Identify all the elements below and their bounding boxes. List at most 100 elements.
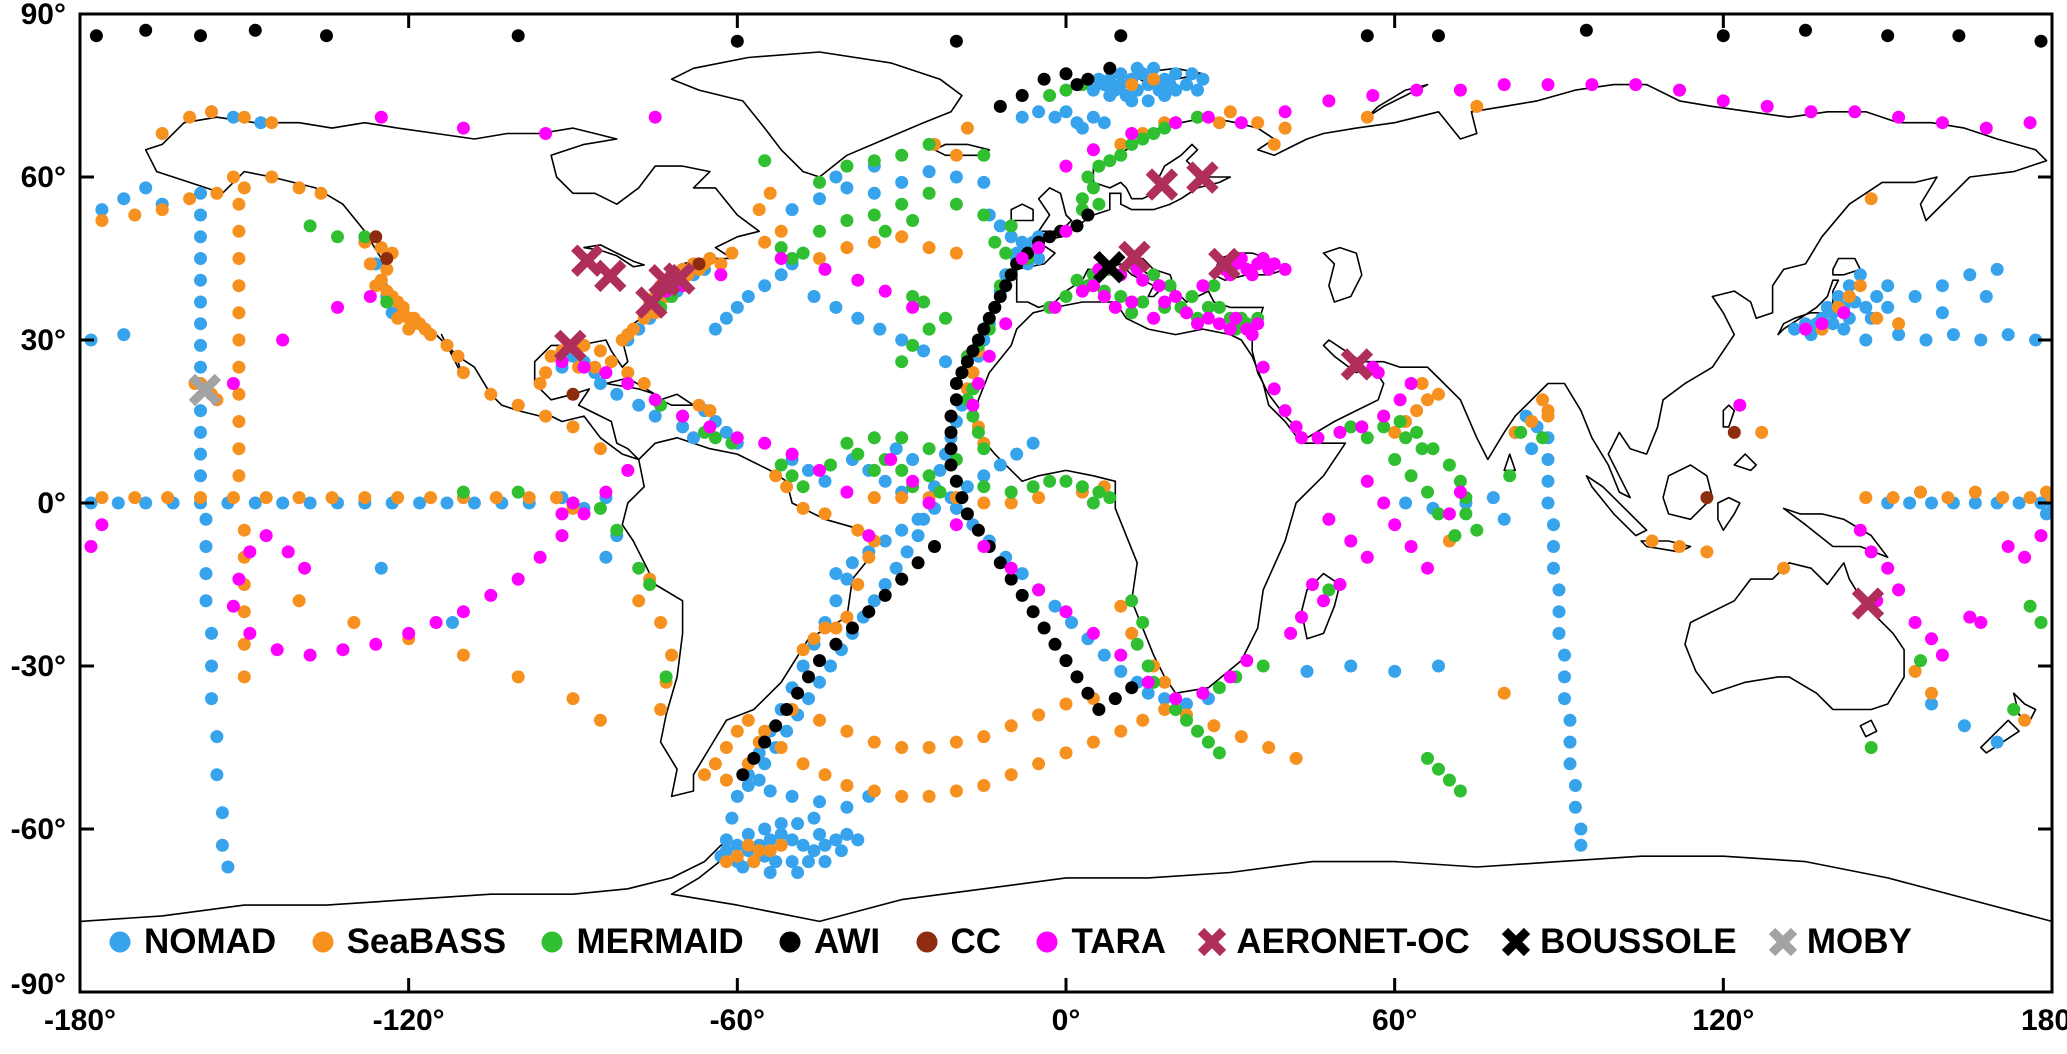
data-point [128,208,142,222]
data-point [906,453,920,466]
coastline [1722,404,1736,428]
data-point [906,214,920,227]
data-point [358,230,372,244]
data-point [1563,757,1577,771]
data-point [1208,247,1241,281]
data-point [796,480,810,494]
data-point [769,469,783,483]
data-point [719,855,733,869]
coastline [1980,719,2020,754]
data-point [763,186,777,200]
data-point [1935,279,1949,293]
data-point [999,317,1013,331]
data-point [1432,659,1445,673]
coastline [583,244,645,268]
data-point [1645,534,1659,548]
data-point [813,224,826,238]
data-point [1114,67,1128,81]
data-point [1103,491,1117,505]
data-point [1059,224,1073,238]
data-point [1344,659,1358,673]
data-point [867,463,881,477]
data-point [1322,583,1336,597]
data-point [977,322,991,336]
data-point [1158,675,1172,689]
data-point [183,192,197,206]
data-point [818,507,832,521]
data-point [698,768,711,782]
data-point [1360,550,1374,564]
data-point [1760,99,1774,113]
data-point [424,328,438,342]
data-point [895,789,909,803]
data-point [1059,159,1073,173]
data-point [615,333,629,347]
data-point [774,224,788,238]
data-point [719,773,733,787]
data-point [1207,719,1221,733]
data-point [1886,491,1900,505]
data-point [199,540,213,553]
data-point [1360,474,1374,488]
data-point [511,29,525,43]
data-point [1311,431,1325,445]
legend-item-mermaid: MERMAID [534,922,744,962]
data-point [895,463,909,477]
data-point [1957,719,1971,733]
data-point [248,23,262,37]
data-point [1267,257,1281,271]
data-point [1043,474,1057,488]
data-point [363,290,377,303]
legend-item-moby: MOBY [1765,922,1912,962]
data-point [456,121,470,135]
data-point [895,148,909,162]
data-point [1048,599,1062,613]
data-point [933,485,947,499]
data-point [1212,116,1226,130]
data-point [1245,328,1259,342]
data-point [440,496,454,510]
data-point [1026,436,1040,450]
data-point [845,621,859,635]
data-point [922,496,936,510]
data-point [610,387,624,401]
data-point [1388,664,1402,678]
data-point [747,855,761,869]
data-point [960,355,974,369]
data-point [194,29,207,43]
data-point [1935,116,1949,130]
data-point [708,757,722,771]
data-point [292,594,306,608]
data-point [1059,290,1073,303]
data-point [1229,311,1243,325]
data-point [1180,697,1193,711]
data-point [1366,360,1380,374]
data-point [1114,724,1128,738]
data-point [878,578,892,591]
data-point [594,259,627,293]
data-point [566,692,580,706]
data-point [780,703,794,716]
data-point [1081,170,1095,184]
data-point [747,751,761,765]
data-point [270,643,284,657]
data-point [1388,518,1402,532]
legend-circle-marker-icon [102,924,138,960]
data-point [813,675,826,689]
data-point [1103,154,1117,168]
data-point [1059,105,1073,119]
data-point [741,838,755,852]
coastline [1503,453,1516,472]
data-point [566,496,580,510]
data-point [807,844,821,858]
data-point [988,235,1002,249]
data-point [1908,664,1922,678]
data-point [593,442,607,456]
data-point [1974,333,1988,347]
data-point [993,458,1007,472]
data-point [785,789,799,803]
data-point [1360,29,1374,43]
data-point [1552,626,1566,640]
data-point [1256,659,1270,673]
data-point [380,262,394,276]
